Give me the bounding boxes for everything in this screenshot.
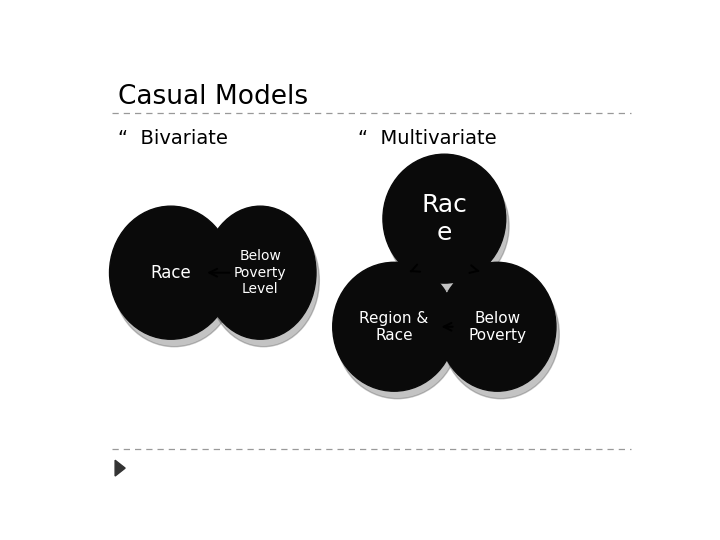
Text: “  Bivariate: “ Bivariate	[118, 129, 228, 149]
Text: Below
Poverty: Below Poverty	[468, 310, 526, 343]
Text: Region &
Race: Region & Race	[359, 310, 429, 343]
Ellipse shape	[113, 214, 235, 347]
Ellipse shape	[387, 161, 509, 291]
Ellipse shape	[204, 206, 316, 339]
Ellipse shape	[208, 214, 320, 347]
Text: Rac
e: Rac e	[421, 193, 467, 245]
Ellipse shape	[442, 270, 559, 399]
Text: “  Multivariate: “ Multivariate	[358, 129, 497, 149]
FancyArrow shape	[115, 460, 125, 476]
Ellipse shape	[336, 270, 459, 399]
Text: Race: Race	[150, 264, 192, 282]
Ellipse shape	[109, 206, 233, 339]
Text: Casual Models: Casual Models	[118, 84, 308, 110]
Ellipse shape	[383, 154, 505, 283]
Ellipse shape	[438, 262, 556, 391]
Text: Below
Poverty
Level: Below Poverty Level	[234, 249, 287, 296]
Ellipse shape	[333, 262, 456, 391]
